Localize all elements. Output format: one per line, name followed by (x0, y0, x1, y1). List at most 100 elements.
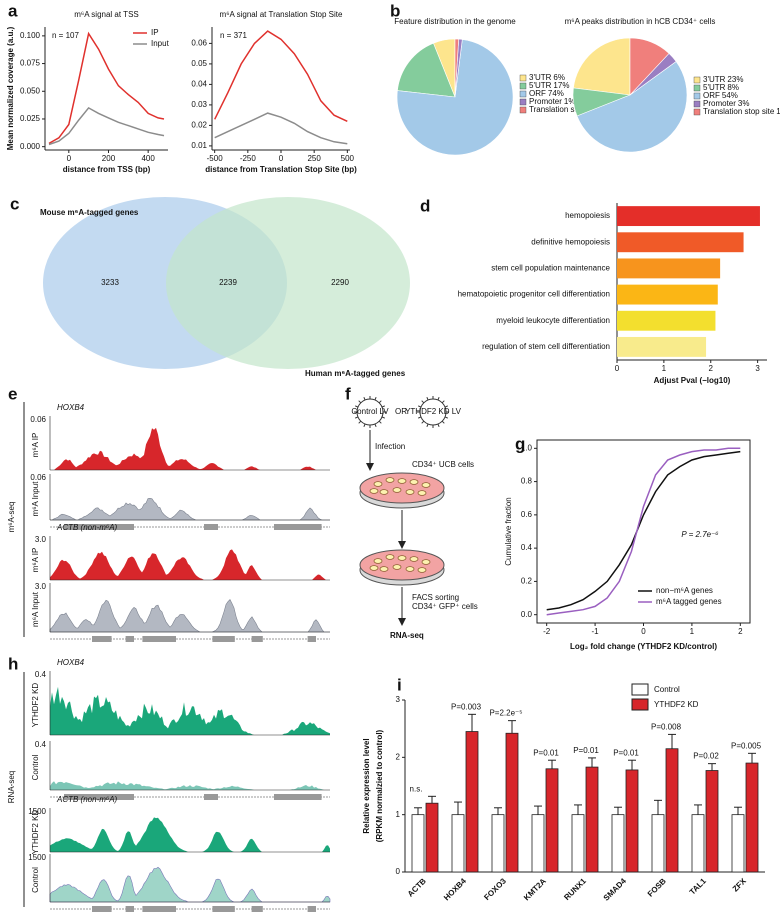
category-label: hematopoietic progenitor cell differenti… (458, 290, 610, 299)
line-series (48, 106, 165, 146)
x-tick-label: 500 (341, 154, 355, 163)
x-tick-label: 400 (141, 154, 155, 163)
panel-letter: e (8, 384, 17, 403)
annotation: n = 107 (52, 31, 79, 40)
coverage-track (50, 427, 330, 470)
x-tick-label: 3 (755, 364, 760, 373)
legend-label: 3'UTR 6% (529, 73, 565, 82)
significance: P=0.003 (451, 702, 482, 711)
track-label: YTHDF2 KD (31, 810, 40, 855)
y-axis-label: Cumulative fraction (504, 497, 513, 565)
x-tick-label: -250 (240, 154, 257, 163)
virus-spike (374, 423, 377, 427)
cell (417, 490, 427, 496)
annotation: n = 371 (220, 31, 247, 40)
track-scale: 1500 (28, 807, 46, 816)
gene-name: ACTB (non-m⁶A) (56, 795, 118, 804)
track-label: Control (31, 754, 40, 780)
virus-spike (437, 397, 440, 401)
panel-letter: f (345, 384, 351, 403)
significance: P=0.01 (613, 748, 639, 757)
step-label: CD34⁺ UCB cells (412, 460, 474, 469)
cell (369, 488, 379, 494)
track-label: m⁶A IP (31, 548, 40, 573)
gene-exon (125, 906, 134, 912)
y-tick-label: 2 (396, 752, 401, 761)
gene-exon (204, 794, 218, 800)
panel-letter: i (397, 675, 402, 694)
x-tick-label: 0 (641, 627, 646, 636)
x-tick-label: 0 (279, 154, 284, 163)
bar (411, 814, 425, 873)
x-tick-label: -2 (543, 627, 551, 636)
legend-value: 3% (738, 99, 750, 108)
y-axis-label: (RPKM normalzied to control) (375, 729, 384, 842)
gene-exon (111, 524, 126, 530)
chart-title: m⁶A signal at Translation Stop Site (220, 10, 343, 19)
track-label: YTHDF2 KD (31, 683, 40, 728)
region-count: 2290 (331, 278, 349, 287)
x-tick-label: 2 (709, 364, 714, 373)
cell (417, 567, 427, 573)
gene-exon (212, 636, 235, 642)
bar (617, 258, 721, 279)
legend-swatch (519, 98, 527, 106)
legend-value: 74% (548, 89, 564, 98)
virus-spike (421, 420, 425, 424)
virus-spike (421, 400, 425, 404)
virus-spike (444, 405, 448, 408)
bar (665, 748, 679, 873)
gene-exon (64, 524, 134, 530)
bar (617, 232, 744, 253)
x-tick-label: 250 (307, 154, 321, 163)
legend-swatch (693, 84, 701, 92)
gene-name: ACTB (non-m⁶A) (56, 523, 118, 532)
category-label: regulation of stem cell differentiation (482, 342, 610, 351)
line-series (214, 112, 348, 145)
legend-swatch (519, 90, 527, 98)
significance: P=0.005 (731, 741, 762, 750)
dish (359, 549, 445, 581)
virus-spike (374, 397, 377, 401)
pie-slice (396, 39, 514, 156)
legend-value: 23% (727, 75, 743, 84)
x-axis-label: Adjust Pval (−log10) (654, 376, 731, 385)
y-tick-label: 0.01 (191, 141, 207, 150)
gene-exon (307, 906, 316, 912)
bar (505, 732, 519, 873)
chart-title: m⁶A peaks distribution in hCB CD34⁺ cell… (565, 17, 716, 26)
bar (545, 768, 559, 873)
track-label: m⁶A IP (31, 433, 40, 458)
x-tick-label: 2 (738, 627, 743, 636)
legend-label: IP (151, 28, 159, 37)
x-tick-label: 1 (690, 627, 695, 636)
pie-slice (454, 38, 460, 98)
gene-exon (274, 794, 322, 800)
gene-exon (251, 906, 263, 912)
legend-category: Promoter (703, 99, 736, 108)
virus-label: YTHDF2 KD LV (405, 407, 462, 416)
virus-spike (358, 420, 362, 424)
category-label: hemopoiesis (565, 211, 610, 220)
gene-name: HOXB4 (57, 403, 85, 412)
line-series (546, 447, 741, 616)
track-label: m⁶A Input (31, 591, 40, 627)
x-tick-label: ACTB (406, 876, 428, 898)
virus-spike (426, 397, 429, 401)
pie-slice (629, 37, 670, 96)
y-tick-label: 0.03 (191, 100, 207, 109)
legend-label: ORF 54% (703, 91, 738, 100)
panel-letter: b (390, 1, 400, 20)
x-tick-label: SMAD4 (602, 876, 629, 903)
pie-slice (576, 61, 688, 153)
virus-spike (426, 423, 429, 427)
gene-exon (92, 906, 112, 912)
y-tick-label: 3 (396, 695, 401, 704)
track-label: m⁶A Input (31, 481, 40, 517)
x-axis-label: distance from Translation Stop Site (bp) (205, 165, 357, 174)
y-axis-label: Mean normalized coverage (a.u.) (6, 26, 15, 150)
virus-spike (378, 400, 382, 404)
cell (379, 489, 389, 495)
legend-category: 5'UTR (703, 83, 726, 92)
